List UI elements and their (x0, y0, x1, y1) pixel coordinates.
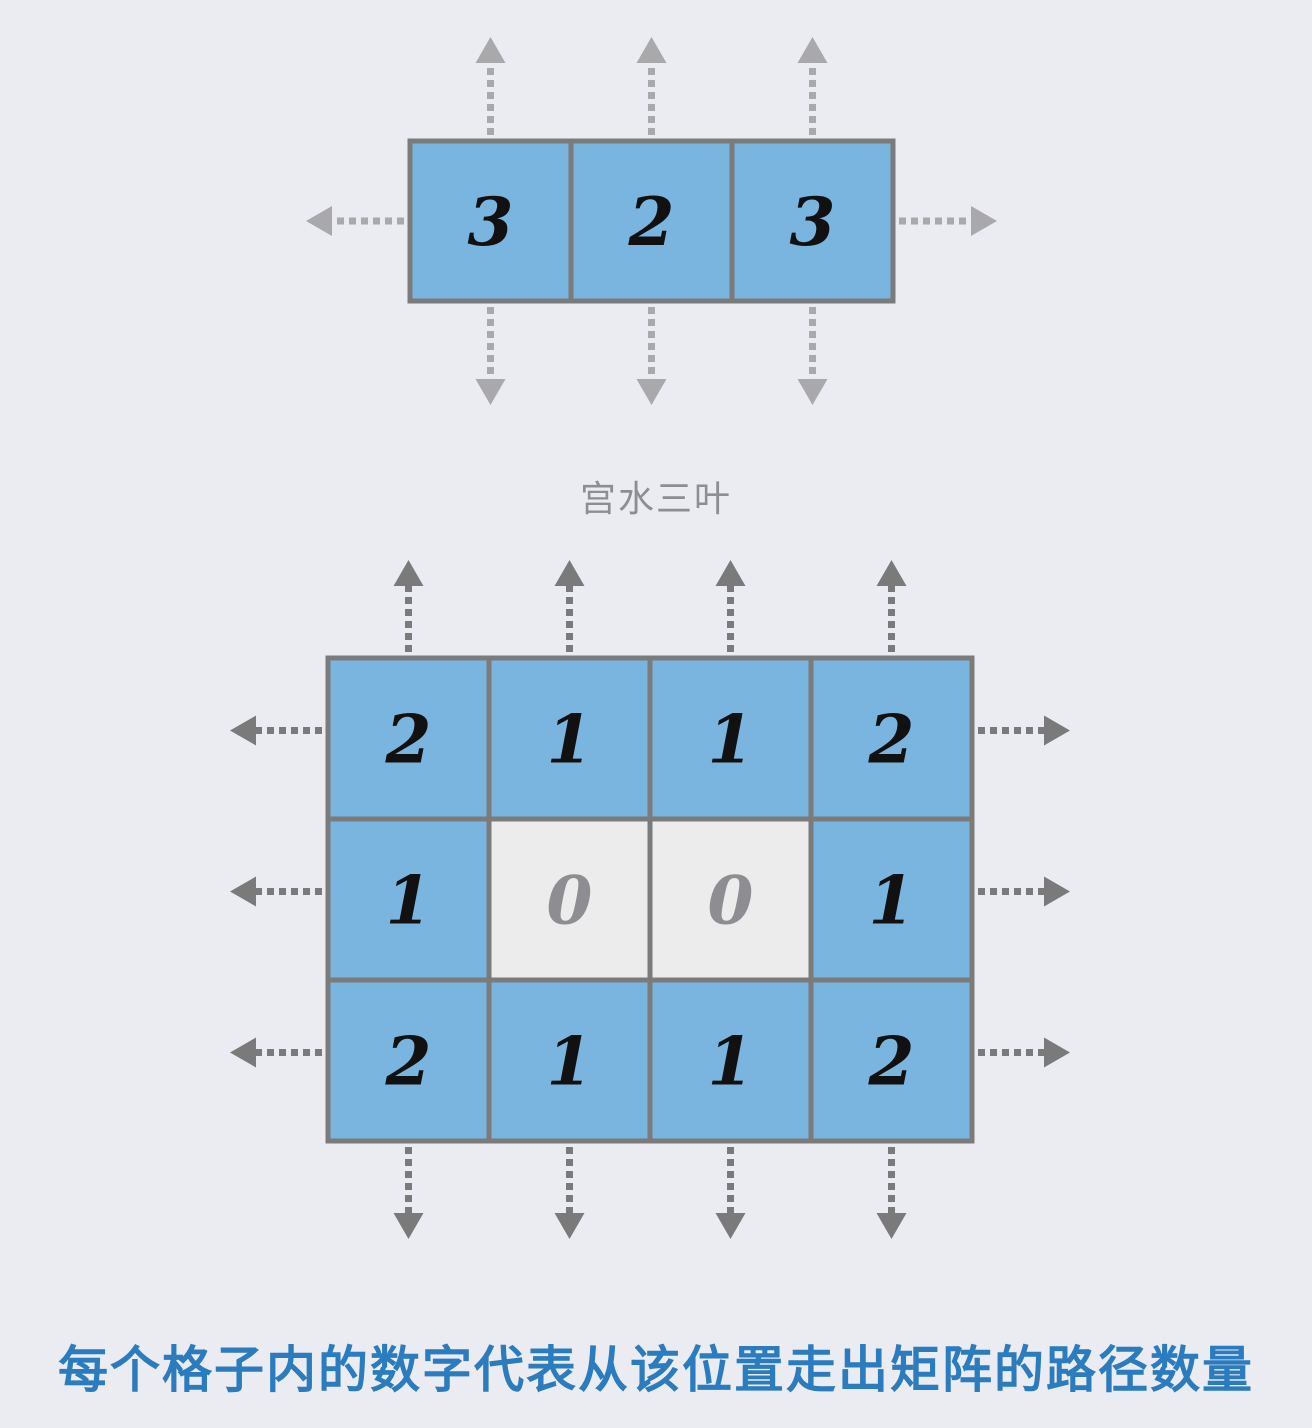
up-arrow (636, 37, 667, 135)
grid-cell (808, 816, 975, 983)
up-arrow (876, 560, 907, 652)
grid-border (407, 138, 896, 304)
cell-value: 2 (628, 183, 675, 261)
grid-cell (808, 655, 975, 822)
left-arrow (306, 206, 404, 236)
cell-value: 1 (547, 1023, 593, 1101)
right-arrow (899, 206, 997, 236)
down-arrow (554, 1147, 585, 1239)
up-arrow (715, 560, 746, 652)
up-arrow (475, 37, 506, 135)
right-arrow (978, 1037, 1070, 1068)
grid-border (325, 655, 975, 1144)
grid-1x3: 3 2 3 (306, 37, 997, 405)
up-arrow (797, 37, 828, 135)
down-arrow (475, 307, 506, 405)
down-arrow (636, 307, 667, 405)
caption: 每个格子内的数字代表从该位置走出矩阵的路径数量 (58, 1341, 1254, 1399)
cell-value: 0 (708, 862, 754, 940)
up-arrow (393, 560, 424, 652)
right-arrow (978, 876, 1070, 907)
grid-cell (325, 816, 492, 983)
cell-value: 2 (868, 701, 915, 779)
grid-3x4: 2 1 1 2 1 0 0 1 2 1 1 2 (230, 560, 1070, 1239)
cell-value: 1 (708, 1023, 754, 1101)
watermark: 宫水三叶 (579, 479, 732, 520)
cell-value: 1 (708, 701, 754, 779)
cell-value: 0 (547, 862, 593, 940)
down-arrow (393, 1147, 424, 1239)
cell-value: 1 (386, 862, 432, 940)
left-arrow (230, 1037, 322, 1068)
up-arrow (554, 560, 585, 652)
cell-value: 2 (385, 701, 432, 779)
cell-value: 3 (468, 183, 514, 261)
cell-value: 2 (868, 1023, 915, 1101)
cell-value: 1 (547, 701, 593, 779)
down-arrow (797, 307, 828, 405)
cell-value: 1 (869, 862, 915, 940)
left-arrow (230, 715, 322, 746)
grid-cell (647, 816, 814, 983)
left-arrow (230, 876, 322, 907)
down-arrow (876, 1147, 907, 1239)
grid-cell (808, 977, 975, 1144)
cell-value: 3 (790, 183, 836, 261)
grid-cell (647, 655, 814, 822)
right-arrow (978, 715, 1070, 746)
cell-value: 2 (385, 1023, 432, 1101)
down-arrow (715, 1147, 746, 1239)
